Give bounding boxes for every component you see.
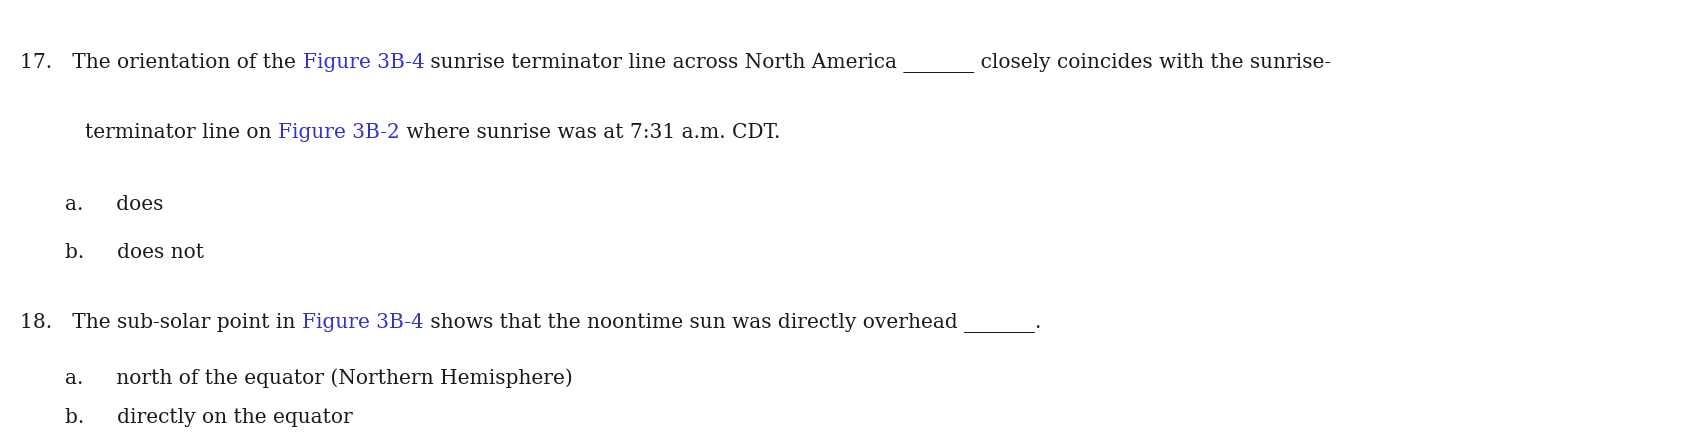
Text: b.   directly on the equator: b. directly on the equator [65, 408, 353, 427]
Text: a.   does: a. does [65, 195, 164, 214]
Text: where sunrise was at 7:31 a.m. CDT.: where sunrise was at 7:31 a.m. CDT. [399, 123, 779, 141]
Text: terminator line on: terminator line on [85, 123, 278, 141]
Text: Figure 3B-4: Figure 3B-4 [302, 313, 425, 332]
Text: 17. The orientation of the: 17. The orientation of the [20, 53, 302, 71]
Text: Figure 3B-2: Figure 3B-2 [278, 123, 399, 141]
Text: Figure 3B-4: Figure 3B-4 [302, 53, 425, 71]
Text: b.   does not: b. does not [65, 243, 203, 262]
Text: a.   north of the equator (Northern Hemisphere): a. north of the equator (Northern Hemisp… [65, 369, 573, 389]
Text: shows that the noontime sun was directly overhead _______.: shows that the noontime sun was directly… [425, 313, 1040, 333]
Text: sunrise terminator line across North America _______ closely coincides with the : sunrise terminator line across North Ame… [425, 53, 1332, 73]
Text: 18. The sub-solar point in: 18. The sub-solar point in [20, 313, 302, 332]
